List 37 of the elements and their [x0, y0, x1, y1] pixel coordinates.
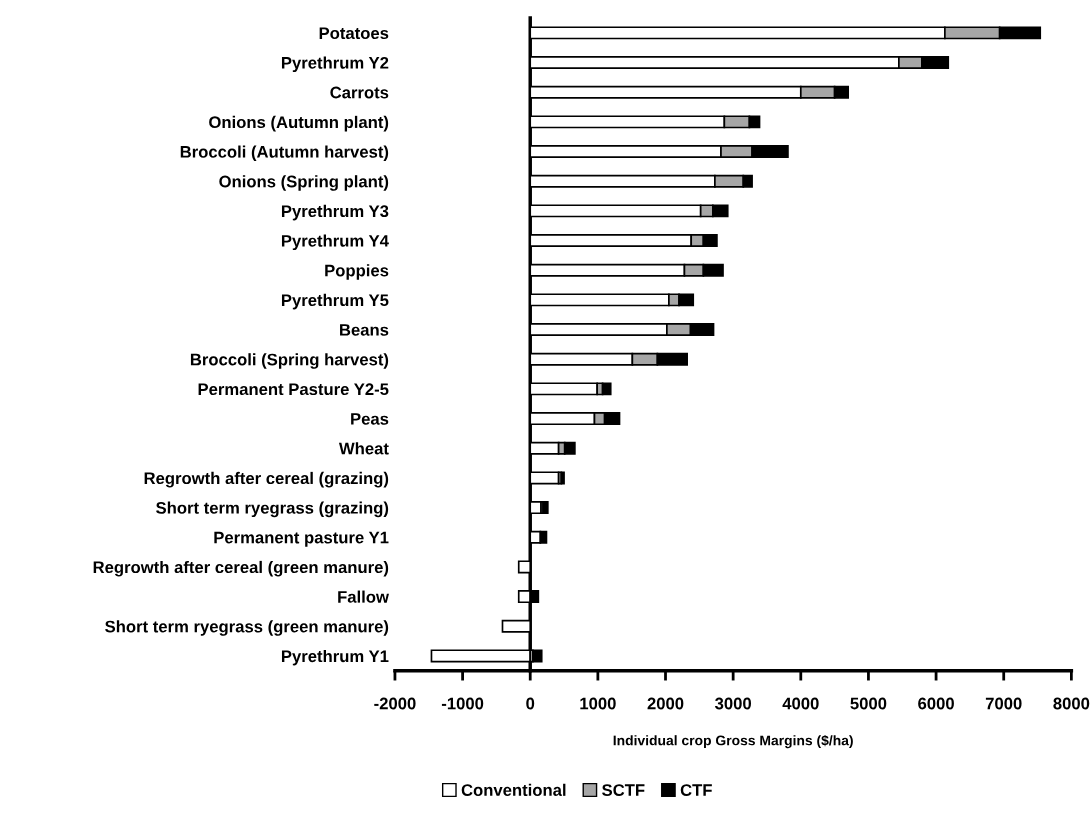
y-tick-label: Regrowth after cereal (green manure) — [93, 560, 389, 577]
y-tick-label: Onions (Spring plant) — [219, 175, 389, 191]
y-tick-label: Permanent Pasture Y2-5 — [198, 383, 389, 396]
y-tick-label: Fallow — [338, 590, 389, 603]
y-tick-label: Carrots — [330, 86, 389, 99]
x-tick-label: 6000 — [918, 697, 954, 710]
x-tick-label: 1000 — [580, 697, 616, 710]
y-tick-label: Short term ryegrass (green manure) — [105, 620, 389, 636]
x-axis-title: Individual crop Gross Margins ($/ha) — [613, 734, 853, 749]
y-tick-label: Pyrethrum Y1 — [281, 649, 389, 666]
y-tick-label: Pyrethrum Y3 — [281, 204, 389, 221]
y-tick-label: Onions (Autumn plant) — [209, 115, 389, 132]
x-tick-label: 8000 — [1053, 697, 1090, 710]
y-tick-label: Permanent pasture Y1 — [214, 531, 389, 547]
x-tick-label: 2000 — [647, 697, 684, 710]
legend-label: Conventional — [461, 783, 566, 796]
y-tick-label: Pyrethrum Y5 — [281, 293, 389, 310]
y-tick-label: Broccoli (Autumn harvest) — [180, 145, 389, 162]
y-tick-label: Regrowth after cereal (grazing) — [144, 471, 389, 488]
y-tick-label: Peas — [351, 413, 389, 425]
x-tick-label: 4000 — [782, 697, 819, 710]
x-tick-label: 3000 — [715, 697, 752, 710]
x-tick-label: 5000 — [850, 697, 887, 710]
y-tick-label: Beans — [340, 324, 389, 336]
x-tick-label: -2000 — [374, 697, 416, 710]
y-tick-label: Poppies — [325, 264, 389, 280]
legend-label: CTF — [680, 784, 712, 796]
x-tick-label: -1000 — [441, 697, 484, 710]
x-tick-label: 0 — [526, 697, 535, 710]
x-tick-label: 7000 — [985, 697, 1022, 710]
y-tick-label: Pyrethrum Y4 — [281, 234, 389, 251]
y-tick-label: Broccoli (Spring harvest) — [190, 353, 389, 369]
legend-label: SCTF — [602, 784, 645, 796]
y-tick-label: Potatoes — [319, 27, 389, 40]
y-tick-label: Short term ryegrass (grazing) — [156, 501, 389, 518]
y-tick-label: Wheat — [338, 442, 389, 455]
y-tick-label: Pyrethrum Y2 — [281, 56, 389, 73]
